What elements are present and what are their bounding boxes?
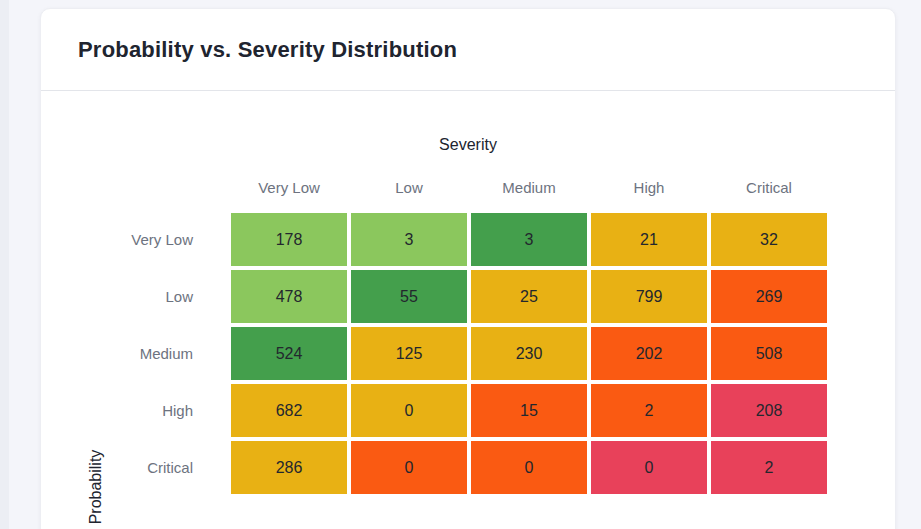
heatmap-cell[interactable]: 230: [471, 327, 587, 380]
heatmap-cell[interactable]: 269: [711, 270, 827, 323]
probability-severity-heatmap: Severity Probability Very LowLowMediumHi…: [41, 91, 895, 529]
column-header: Low: [351, 179, 467, 196]
heatmap-cell[interactable]: 2: [591, 384, 707, 437]
row-label: Medium: [45, 327, 227, 380]
heatmap-cell[interactable]: 208: [711, 384, 827, 437]
heatmap-cell[interactable]: 25: [471, 270, 587, 323]
heatmap-matrix: Very Low178332132Low4785525799269Medium5…: [45, 213, 895, 529]
heatmap-cell[interactable]: 3: [351, 213, 467, 266]
heatmap-cell[interactable]: 286: [231, 441, 347, 494]
card-title: Probability vs. Severity Distribution: [78, 37, 457, 63]
x-axis-title: Severity: [41, 136, 895, 154]
column-headers: Very LowLowMediumHighCritical: [45, 179, 895, 196]
heatmap-cell[interactable]: 15: [471, 384, 587, 437]
heatmap-cell[interactable]: 21: [591, 213, 707, 266]
heatmap-cell[interactable]: 178: [231, 213, 347, 266]
card-header: Probability vs. Severity Distribution: [41, 9, 895, 91]
heatmap-cell[interactable]: 799: [591, 270, 707, 323]
column-header-spacer: [45, 179, 227, 196]
heatmap-cell[interactable]: 2: [711, 441, 827, 494]
heatmap-cell[interactable]: 3: [471, 213, 587, 266]
column-header: Very Low: [231, 179, 347, 196]
row-label: Low: [45, 270, 227, 323]
heatmap-cell[interactable]: 32: [711, 213, 827, 266]
row-label: High: [45, 384, 227, 437]
heatmap-cell[interactable]: 682: [231, 384, 347, 437]
column-header: Critical: [711, 179, 827, 196]
heatmap-cell[interactable]: 0: [471, 441, 587, 494]
heatmap-cell[interactable]: 478: [231, 270, 347, 323]
column-header: High: [591, 179, 707, 196]
row-label: Critical: [45, 441, 227, 494]
heatmap-cell[interactable]: 0: [591, 441, 707, 494]
heatmap-cell[interactable]: 0: [351, 441, 467, 494]
heatmap-cell[interactable]: 524: [231, 327, 347, 380]
heatmap-cell[interactable]: 508: [711, 327, 827, 380]
chart-card: Probability vs. Severity Distribution Se…: [40, 8, 896, 529]
column-header: Medium: [471, 179, 587, 196]
heatmap-cell[interactable]: 55: [351, 270, 467, 323]
heatmap-grid-area: Very LowLowMediumHighCritical Very Low17…: [45, 179, 895, 529]
heatmap-cell[interactable]: 0: [351, 384, 467, 437]
y-axis-title: Probability: [87, 450, 105, 525]
heatmap-cell[interactable]: 125: [351, 327, 467, 380]
page-left-edge: [0, 0, 9, 529]
heatmap-cell[interactable]: 202: [591, 327, 707, 380]
row-label: Very Low: [45, 213, 227, 266]
